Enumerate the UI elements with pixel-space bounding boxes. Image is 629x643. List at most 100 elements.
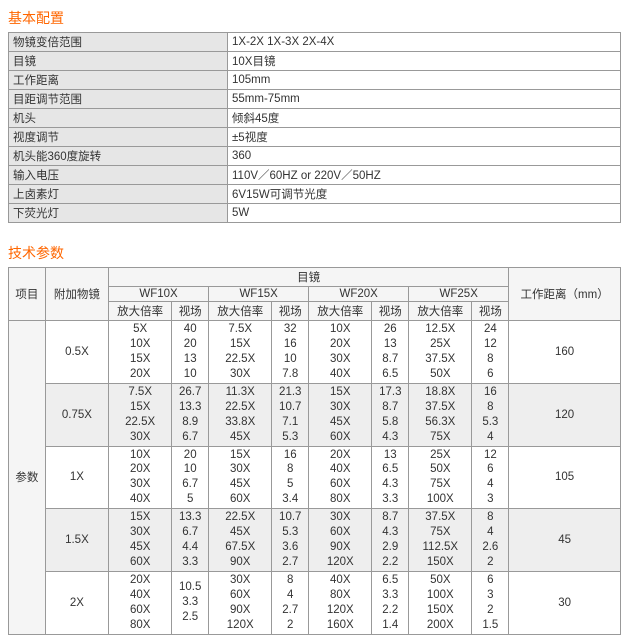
- config-key: 工作距离: [9, 71, 228, 90]
- config-value: 倾斜45度: [228, 109, 621, 128]
- section-title-config: 基本配置: [8, 8, 621, 28]
- val-cell: 20X40X60X80X: [109, 572, 172, 635]
- val-cell: 16853.4: [272, 446, 309, 509]
- th-wf: WF15X: [209, 287, 309, 302]
- row-label: 参数: [9, 321, 46, 635]
- config-key: 下荧光灯: [9, 204, 228, 223]
- val-cell: 7.5X15X22.5X30X: [209, 321, 272, 384]
- config-row: 物镜变倍范围1X-2X 1X-3X 2X-4X: [9, 33, 621, 52]
- val-cell: 40201310: [172, 321, 209, 384]
- config-row: 工作距离105mm: [9, 71, 621, 90]
- tech-row: 参数0.5X5X10X15X20X402013107.5X15X22.5X30X…: [9, 321, 621, 384]
- config-row: 目距调节范围55mm-75mm: [9, 90, 621, 109]
- val-cell: 30X60X90X120X: [209, 572, 272, 635]
- val-cell: 8.74.32.92.2: [372, 509, 409, 572]
- work-cell: 30: [509, 572, 621, 635]
- config-row: 视度调节±5视度: [9, 128, 621, 147]
- work-cell: 45: [509, 509, 621, 572]
- attach-cell: 0.5X: [45, 321, 108, 384]
- attach-cell: 0.75X: [45, 383, 108, 446]
- val-cell: 37.5X75X112.5X150X: [409, 509, 472, 572]
- th-work: 工作距离（mm）: [509, 268, 621, 321]
- config-value: 10X目镜: [228, 52, 621, 71]
- val-cell: 136.54.33.3: [372, 446, 409, 509]
- th-eyepiece: 目镜: [109, 268, 509, 287]
- val-cell: 20X40X60X80X: [309, 446, 372, 509]
- val-cell: 842.72: [272, 572, 309, 635]
- work-cell: 105: [509, 446, 621, 509]
- val-cell: 12.5X25X37.5X50X: [409, 321, 472, 384]
- val-cell: 25X50X75X100X: [409, 446, 472, 509]
- val-cell: 842.62: [472, 509, 509, 572]
- val-cell: 10X20X30X40X: [309, 321, 372, 384]
- val-cell: 26.713.38.96.7: [172, 383, 209, 446]
- th-sub: 视场: [372, 302, 409, 321]
- config-row: 机头倾斜45度: [9, 109, 621, 128]
- attach-cell: 1.5X: [45, 509, 108, 572]
- work-cell: 120: [509, 383, 621, 446]
- val-cell: 40X80X120X160X: [309, 572, 372, 635]
- th-sub: 放大倍率: [209, 302, 272, 321]
- config-row: 目镜10X目镜: [9, 52, 621, 71]
- config-key: 机头能360度旋转: [9, 147, 228, 166]
- val-cell: 18.8X37.5X56.3X75X: [409, 383, 472, 446]
- val-cell: 3216107.8: [272, 321, 309, 384]
- val-cell: 6321.5: [472, 572, 509, 635]
- val-cell: 7.5X15X22.5X30X: [109, 383, 172, 446]
- tech-row: 1.5X15X30X45X60X13.36.74.43.322.5X45X67.…: [9, 509, 621, 572]
- val-cell: 6.53.32.21.4: [372, 572, 409, 635]
- val-cell: 17.38.75.84.3: [372, 383, 409, 446]
- config-value: 105mm: [228, 71, 621, 90]
- config-key: 目距调节范围: [9, 90, 228, 109]
- tech-row: 1X10X20X30X40X20106.7515X30X45X60X16853.…: [9, 446, 621, 509]
- val-cell: 5X10X15X20X: [109, 321, 172, 384]
- tech-row: 0.75X7.5X15X22.5X30X26.713.38.96.711.3X2…: [9, 383, 621, 446]
- val-cell: 10.75.33.62.7: [272, 509, 309, 572]
- th-item: 项目: [9, 268, 46, 321]
- th-wf: WF25X: [409, 287, 509, 302]
- val-cell: 10X20X30X40X: [109, 446, 172, 509]
- config-value: 360: [228, 147, 621, 166]
- config-key: 输入电压: [9, 166, 228, 185]
- val-cell: 15X30X45X60X: [109, 509, 172, 572]
- config-row: 输入电压110V／60HZ or 220V／50HZ: [9, 166, 621, 185]
- val-cell: 30X60X90X120X: [309, 509, 372, 572]
- th-sub: 放大倍率: [109, 302, 172, 321]
- val-cell: 22.5X45X67.5X90X: [209, 509, 272, 572]
- th-attach: 附加物镜: [45, 268, 108, 321]
- config-value: 1X-2X 1X-3X 2X-4X: [228, 33, 621, 52]
- val-cell: 12643: [472, 446, 509, 509]
- config-key: 物镜变倍范围: [9, 33, 228, 52]
- config-table: 物镜变倍范围1X-2X 1X-3X 2X-4X目镜10X目镜工作距离105mm目…: [8, 32, 621, 223]
- th-sub: 视场: [172, 302, 209, 321]
- val-cell: 11.3X22.5X33.8X45X: [209, 383, 272, 446]
- config-value: 55mm-75mm: [228, 90, 621, 109]
- val-cell: 10.53.32.5: [172, 572, 209, 635]
- tech-row: 2X20X40X60X80X10.53.32.530X60X90X120X842…: [9, 572, 621, 635]
- config-value: ±5视度: [228, 128, 621, 147]
- val-cell: 15X30X45X60X: [309, 383, 372, 446]
- config-key: 机头: [9, 109, 228, 128]
- val-cell: 21.310.77.15.3: [272, 383, 309, 446]
- config-value: 5W: [228, 204, 621, 223]
- th-sub: 视场: [472, 302, 509, 321]
- config-key: 目镜: [9, 52, 228, 71]
- th-sub: 放大倍率: [409, 302, 472, 321]
- attach-cell: 1X: [45, 446, 108, 509]
- val-cell: 26138.76.5: [372, 321, 409, 384]
- config-value: 6V15W可调节光度: [228, 185, 621, 204]
- config-row: 机头能360度旋转360: [9, 147, 621, 166]
- work-cell: 160: [509, 321, 621, 384]
- config-key: 上卤素灯: [9, 185, 228, 204]
- attach-cell: 2X: [45, 572, 108, 635]
- config-row: 上卤素灯6V15W可调节光度: [9, 185, 621, 204]
- section-title-tech: 技术参数: [8, 243, 621, 263]
- th-wf: WF20X: [309, 287, 409, 302]
- th-sub: 视场: [272, 302, 309, 321]
- th-wf: WF10X: [109, 287, 209, 302]
- val-cell: 50X100X150X200X: [409, 572, 472, 635]
- config-key: 视度调节: [9, 128, 228, 147]
- th-sub: 放大倍率: [309, 302, 372, 321]
- config-value: 110V／60HZ or 220V／50HZ: [228, 166, 621, 185]
- config-row: 下荧光灯5W: [9, 204, 621, 223]
